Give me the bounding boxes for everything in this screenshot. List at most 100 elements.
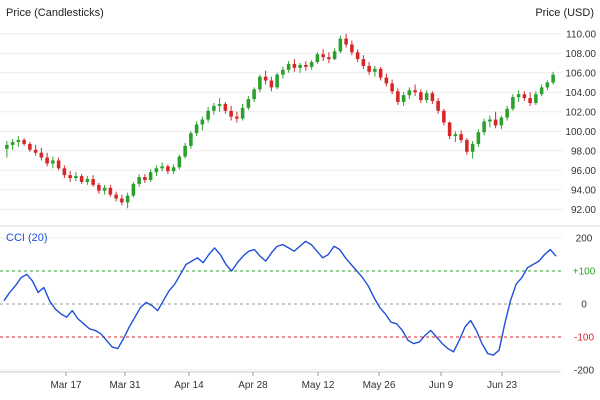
candlestick [28,141,32,152]
candlestick [505,105,509,121]
candle-body [212,105,216,111]
candle-body [350,44,354,53]
cci-tick-label: 0 [581,300,587,311]
candlestick [258,74,262,93]
candle-body [292,63,297,68]
candlestick [534,91,538,105]
candlestick [223,102,228,114]
price-tick-label: 104.00 [565,88,596,99]
candlestick [292,59,297,72]
price-panel-title: Price (Candlesticks) [6,7,104,19]
candlestick [465,138,469,155]
x-tick-labels: Mar 17 Mar 31 Apr 14 Apr 28 May 12 May 26 Jun … [50,372,517,391]
candlestick [269,76,274,92]
candlestick [33,144,38,156]
candlestick [350,40,354,56]
candle-body [355,52,360,60]
candlestick [470,141,475,159]
candlestick [482,118,486,136]
candle-body [298,64,302,68]
candle-body [447,122,452,137]
candle-body [384,77,389,84]
candlestick [459,130,463,143]
candlestick [436,98,440,114]
candle-body [493,119,498,126]
candle-body [465,140,469,152]
candle-body [505,108,509,118]
cci-tick-label: +100 [573,267,596,278]
candle-body [499,117,504,126]
candle-body [407,90,412,96]
candlestick [125,192,130,209]
candlestick [419,89,423,103]
candlestick [528,92,532,106]
candlestick [390,79,394,95]
candle-body [275,74,279,88]
candlestick [143,174,147,183]
candlestick [137,174,141,187]
candle-body [344,38,348,45]
candle-body [68,175,72,179]
candlestick [367,62,371,75]
candlestick [384,73,389,87]
candle-body [304,64,308,67]
candle-body [240,107,245,119]
candlestick [332,48,337,61]
candlestick [79,174,84,184]
candlestick [166,164,170,175]
x-tick-label: Jun 23 [487,380,517,391]
candlestick [522,91,527,102]
candlestick [51,156,55,169]
candle-body [545,82,550,88]
candlestick [68,171,72,182]
price-tick-label: 98.00 [571,146,596,157]
candle-body [459,134,463,141]
candlestick [442,108,446,126]
candlestick [396,88,400,105]
candlestick [453,131,458,142]
cci-panel-title: CCI (20) [6,232,48,244]
x-tick-label: Mar 17 [50,380,82,391]
price-tick-labels: 92.00 94.00 96.00 98.00 100.00 102.00 104.00 10… [565,29,596,216]
candlestick [212,102,216,115]
price-tick-label: 102.00 [565,107,596,118]
candle-body [332,51,337,60]
candlestick [62,165,67,179]
candle-body [131,183,136,196]
candlestick [355,49,360,63]
candlestick [235,111,239,123]
x-tick-label: Apr 14 [174,380,204,391]
candle-body [39,152,44,158]
candlestick [206,106,210,123]
candlestick [476,129,481,147]
candlestick [246,96,251,110]
candlestick [344,33,348,48]
candle-body [309,62,314,67]
candle-body [321,54,325,58]
candle-body [16,140,21,142]
candle-body [476,132,481,144]
candle-body [143,177,147,180]
candle-body [361,59,366,66]
candlestick [539,84,544,97]
price-gridlines [0,33,562,210]
candlestick [16,136,21,147]
candlestick [281,66,285,79]
candle-body [206,110,210,120]
candle-body [367,65,371,72]
candle-body [160,166,164,169]
cci-line [3,240,557,356]
candle-body [120,198,124,203]
candle-body [482,121,486,133]
candlestick [447,121,452,140]
candlestick [56,157,61,171]
candle-body [516,94,521,98]
candlestick [545,80,550,91]
candle-body [189,133,193,146]
candle-body [269,80,274,88]
candle-body [79,176,84,182]
candlestick [511,94,515,111]
candle-body [33,149,38,153]
candlestick [114,191,118,202]
candle-body [183,145,187,157]
